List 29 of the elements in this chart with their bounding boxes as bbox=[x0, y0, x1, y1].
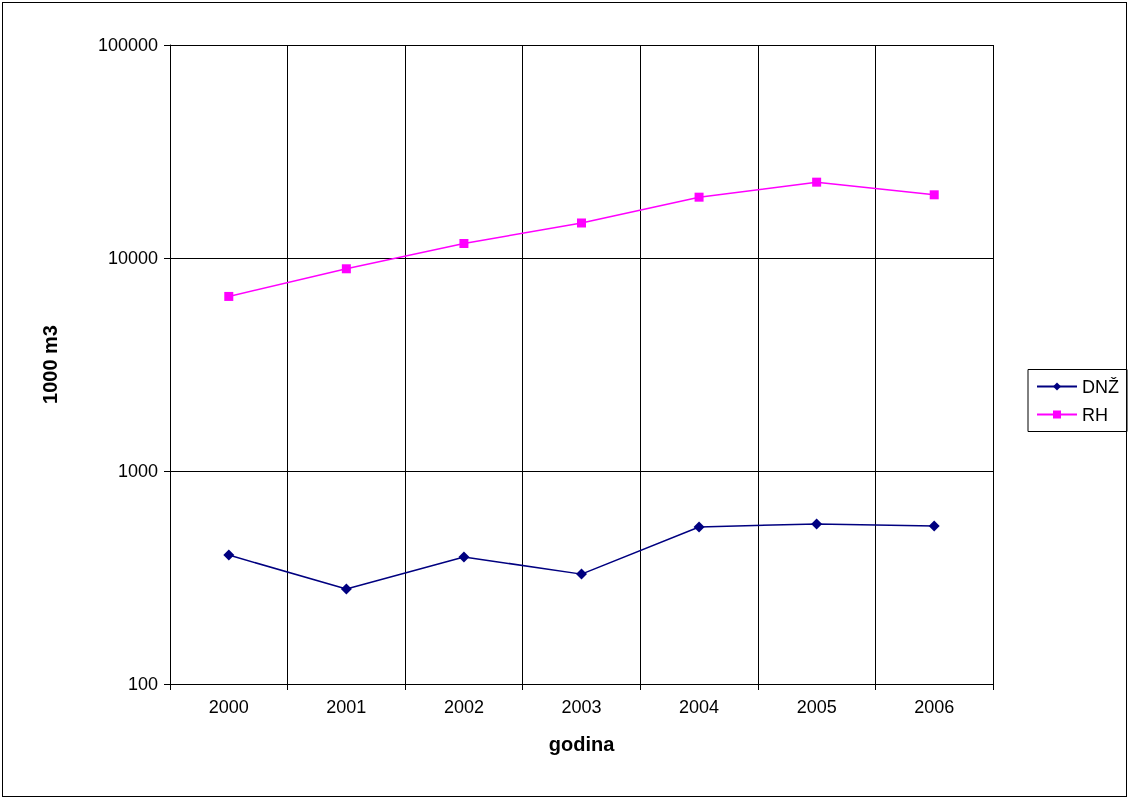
x-tick-label: 2003 bbox=[561, 697, 602, 717]
x-tick-label: 2006 bbox=[914, 697, 955, 717]
x-axis-title: godina bbox=[548, 733, 616, 755]
y-tick-label: 100000 bbox=[97, 35, 158, 55]
legend-label: DNŽ bbox=[1082, 376, 1120, 397]
x-tick-label: 2004 bbox=[679, 697, 720, 717]
point bbox=[811, 518, 823, 530]
x-tick-label: 2005 bbox=[796, 697, 837, 717]
y-tick-label: 10000 bbox=[107, 248, 158, 268]
point bbox=[224, 291, 234, 301]
point bbox=[928, 520, 940, 532]
point bbox=[458, 551, 470, 563]
y-tick-label: 100 bbox=[127, 674, 158, 694]
point bbox=[577, 218, 586, 228]
y-tick-label: 1000 bbox=[117, 461, 158, 481]
point bbox=[341, 264, 351, 274]
point bbox=[223, 549, 235, 561]
point bbox=[459, 238, 469, 248]
y-axis-title: 1000 m3 bbox=[39, 325, 61, 404]
x-tick-label: 2000 bbox=[208, 697, 249, 717]
point bbox=[576, 568, 587, 580]
point bbox=[340, 583, 352, 595]
x-tick-label: 2001 bbox=[326, 697, 367, 717]
x-tick-label: 2002 bbox=[443, 697, 484, 717]
legend-label: RH bbox=[1082, 404, 1109, 425]
point bbox=[694, 192, 704, 202]
point bbox=[693, 521, 705, 533]
point bbox=[929, 190, 939, 200]
point bbox=[812, 177, 822, 187]
